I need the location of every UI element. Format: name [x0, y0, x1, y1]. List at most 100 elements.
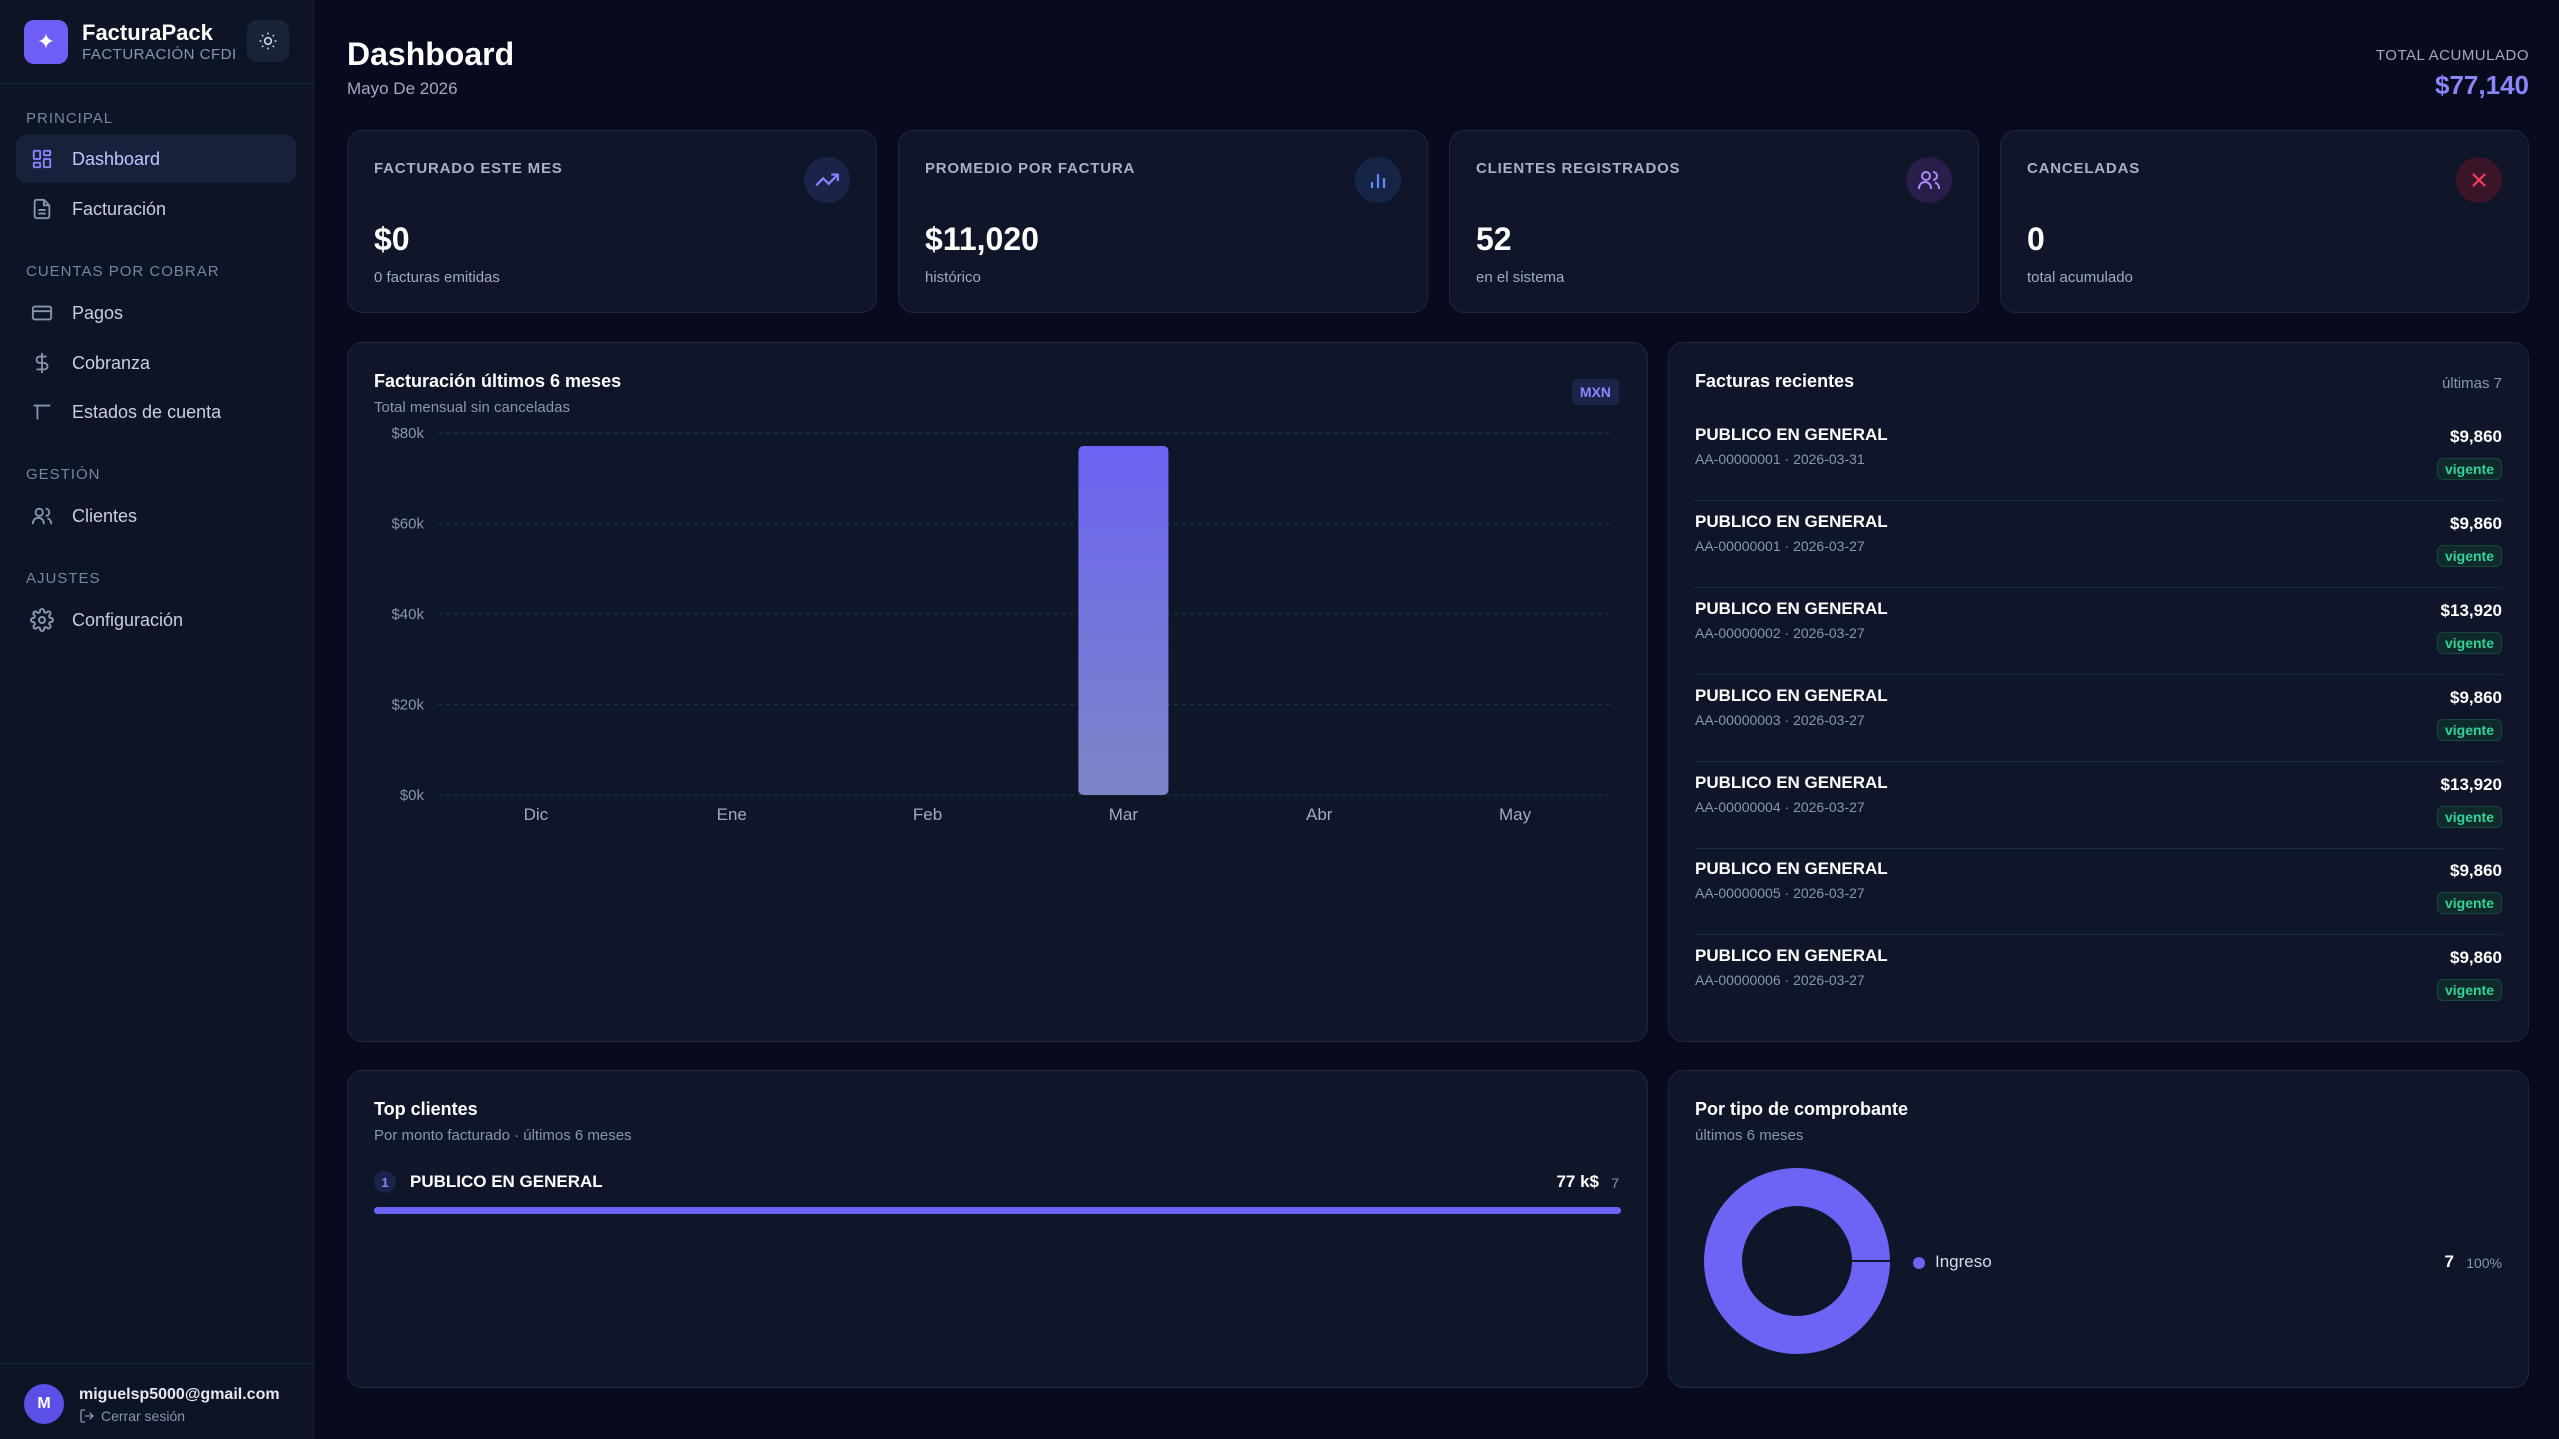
status-badge: vigente — [2436, 806, 2502, 828]
invoice-client: PUBLICO EN GENERAL — [1695, 425, 1888, 444]
x-tick-label: Abr — [1306, 805, 1333, 824]
sidebar-item-facturacion[interactable]: Facturación — [16, 185, 296, 233]
chart-title: Facturación últimos 6 meses — [374, 371, 622, 391]
invoice-meta: AA-00000003 · 2026-03-27 — [1695, 712, 1865, 728]
stat-value: $0 — [374, 221, 410, 257]
bar-mar[interactable] — [1078, 445, 1169, 795]
y-tick-label: $0k — [400, 787, 425, 804]
revenue-chart-card: Facturación últimos 6 meses Total mensua… — [347, 342, 1648, 1042]
brand-name: FacturaPack — [82, 20, 213, 45]
stat-label: CLIENTES REGISTRADOS — [1476, 160, 1681, 177]
brand: ✦ FacturaPack FACTURACIÓN CFDI — [24, 20, 289, 64]
sidebar-item-dashboard[interactable]: Dashboard — [16, 135, 296, 183]
invoice-amount: $13,920 — [2440, 775, 2502, 794]
by-type-subtitle: últimos 6 meses — [1695, 1127, 1804, 1144]
invoice-amount: $13,920 — [2440, 601, 2502, 620]
y-tick-label: $40k — [391, 606, 424, 623]
stat-note: total acumulado — [2027, 269, 2133, 286]
stat-value: 0 — [2027, 221, 2045, 257]
theme-toggle-button[interactable] — [247, 20, 289, 62]
avatar: M — [24, 1384, 64, 1424]
stat-note: en el sistema — [1476, 269, 1565, 286]
sidebar-item-clientes[interactable]: Clientes — [16, 492, 296, 540]
status-badge: vigente — [2436, 632, 2502, 654]
chart-subtitle: Total mensual sin canceladas — [374, 399, 570, 416]
page-title: Dashboard — [347, 36, 515, 72]
section-label-cuentas: CUENTAS POR COBRAR — [26, 263, 220, 280]
dollar-icon — [28, 349, 56, 377]
donut-slice-ingreso[interactable] — [1704, 1168, 1890, 1354]
sidebar-item-estados[interactable]: Estados de cuenta — [16, 388, 296, 436]
users-icon — [28, 502, 56, 530]
stat-label: PROMEDIO POR FACTURA — [925, 160, 1136, 177]
status-badge: vigente — [2436, 545, 2502, 567]
bar-chart: $0k $20k $40k $60k $80k Dic Ene Feb Mar Abr May — [391, 425, 1613, 824]
invoice-row[interactable]: PUBLICO EN GENERAL AA-00000005 · 2026-03… — [1695, 849, 2502, 935]
stat-card-facturado: FACTURADO ESTE MES $0 0 facturas emitida… — [347, 130, 877, 313]
sidebar-divider — [0, 83, 313, 84]
currency-badge: MXN — [1571, 379, 1619, 405]
x-tick-label: Feb — [913, 805, 942, 824]
logout-link[interactable]: Cerrar sesión — [79, 1408, 185, 1424]
invoice-client: PUBLICO EN GENERAL — [1695, 859, 1888, 878]
invoice-meta: AA-00000001 · 2026-03-27 — [1695, 538, 1865, 554]
client-name[interactable]: PUBLICO EN GENERAL — [410, 1172, 603, 1191]
invoice-meta: AA-00000006 · 2026-03-27 — [1695, 972, 1865, 988]
stat-label: CANCELADAS — [2027, 160, 2140, 177]
legend-label: Ingreso — [1935, 1252, 1992, 1271]
stat-card-canceladas: CANCELADAS 0 total acumulado — [2000, 130, 2529, 313]
stat-value: 52 — [1476, 221, 1512, 257]
page-subtitle: Mayo De 2026 — [347, 79, 458, 98]
by-type-card: Por tipo de comprobante últimos 6 meses … — [1668, 1070, 2529, 1388]
sidebar-item-cobranza[interactable]: Cobranza — [16, 339, 296, 387]
x-tick-label: Mar — [1109, 805, 1139, 824]
stat-card-clientes: CLIENTES REGISTRADOS 52 en el sistema — [1449, 130, 1979, 313]
invoice-amount: $9,860 — [2450, 427, 2502, 446]
legend-percent: 100% — [2466, 1255, 2502, 1271]
invoice-row[interactable]: PUBLICO EN GENERAL AA-00000003 · 2026-03… — [1695, 676, 2502, 762]
invoice-row[interactable]: PUBLICO EN GENERAL AA-00000001 · 2026-03… — [1695, 415, 2502, 501]
x-tick-label: Dic — [524, 805, 549, 824]
sparkle-logo-icon: ✦ — [24, 20, 68, 64]
donut-chart — [1704, 1168, 1890, 1354]
legend-count: 7 — [2444, 1252, 2454, 1271]
invoice-row[interactable]: PUBLICO EN GENERAL AA-00000006 · 2026-03… — [1695, 936, 2502, 1022]
sidebar-item-label: Dashboard — [72, 148, 161, 169]
sidebar-item-label: Configuración — [72, 609, 184, 630]
client-rank: 1 — [374, 1171, 396, 1193]
status-badge: vigente — [2436, 458, 2502, 480]
stat-value: $11,020 — [925, 221, 1039, 257]
stat-note: 0 facturas emitidas — [374, 269, 500, 286]
invoice-row[interactable]: PUBLICO EN GENERAL AA-00000001 · 2026-03… — [1695, 502, 2502, 588]
brand-subtitle: FACTURACIÓN CFDI — [82, 46, 237, 63]
invoice-row[interactable]: PUBLICO EN GENERAL AA-00000004 · 2026-03… — [1695, 763, 2502, 849]
status-badge: vigente — [2436, 979, 2502, 1001]
x-tick-label: May — [1499, 805, 1532, 824]
stat-note: histórico — [925, 269, 981, 286]
invoice-meta: AA-00000001 · 2026-03-31 — [1695, 451, 1865, 467]
credit-card-icon — [28, 299, 56, 327]
sidebar-item-configuracion[interactable]: Configuración — [16, 596, 296, 644]
recent-title: Facturas recientes — [1695, 371, 1855, 391]
gear-icon — [28, 606, 56, 634]
client-share-fill — [374, 1207, 1621, 1214]
status-badge: vigente — [2436, 892, 2502, 914]
sidebar-item-pagos[interactable]: Pagos — [16, 289, 296, 337]
invoice-row[interactable]: PUBLICO EN GENERAL AA-00000002 · 2026-03… — [1695, 589, 2502, 675]
sidebar-item-label: Estados de cuenta — [72, 401, 222, 422]
client-count: 7 — [1611, 1175, 1619, 1191]
top-clients-card: Top clientes Por monto facturado · últim… — [347, 1070, 1648, 1388]
top-clients-title: Top clientes — [374, 1099, 478, 1119]
recent-invoices-card: Facturas recientes últimas 7 PUBLICO EN … — [1668, 342, 2529, 1042]
logout-icon — [80, 1409, 94, 1423]
client-amount: 77 k$ — [1556, 1172, 1599, 1191]
total-value: $77,140 — [2435, 70, 2529, 100]
total-label: TOTAL ACUMULADO — [2375, 47, 2529, 64]
top-clients-subtitle: Por monto facturado · últimos 6 meses — [374, 1127, 632, 1144]
status-badge: vigente — [2436, 719, 2502, 741]
bar-chart-icon — [1355, 157, 1401, 203]
close-icon — [2456, 157, 2502, 203]
x-tick-label: Ene — [717, 805, 747, 824]
invoice-client: PUBLICO EN GENERAL — [1695, 512, 1888, 531]
y-tick-label: $20k — [391, 697, 424, 714]
